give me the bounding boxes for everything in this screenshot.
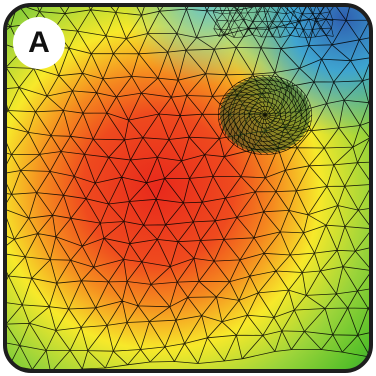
panel-label-badge: A [13,17,65,69]
bud-edges [217,75,313,155]
mesh-figure [3,3,373,373]
mesh-panel: A [3,3,373,373]
top-dense-mesh [212,5,335,38]
cool-region [5,5,371,371]
panel-label: A [28,26,50,59]
mesh-edges [212,5,335,38]
bud-mesh [217,75,313,155]
panel-frame [3,3,373,373]
